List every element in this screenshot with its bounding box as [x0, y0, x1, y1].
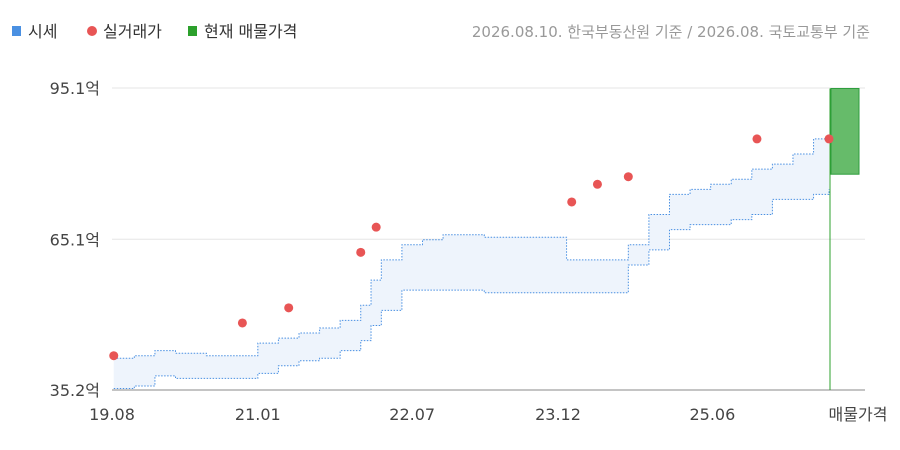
price-band-upper [113, 138, 829, 359]
y-tick-label-2: 95.1억 [50, 79, 100, 98]
legend-label-0: 시세 [28, 22, 57, 41]
legend-marker-2 [188, 26, 197, 36]
transaction-point-6[interactable] [592, 179, 602, 189]
transaction-point-4[interactable] [371, 222, 381, 232]
y-tick-label-1: 65.1억 [50, 230, 100, 249]
legend-marker-1 [87, 26, 97, 36]
legend-label-1: 실거래가 [103, 22, 162, 41]
transaction-point-0[interactable] [109, 351, 119, 361]
transaction-point-5[interactable] [567, 197, 577, 207]
transaction-point-3[interactable] [356, 247, 366, 257]
x-tick-label-4: 25.06 [689, 405, 735, 424]
x-tick-label-2: 22.07 [389, 405, 435, 424]
source-note: 2026.08.10. 한국부동산원 기준 / 2026.08. 국토교통부 기… [472, 23, 870, 41]
transaction-point-8[interactable] [752, 134, 762, 144]
x-tick-label-market: 매물가격 [829, 405, 888, 424]
transaction-point-2[interactable] [284, 303, 294, 313]
legend-marker-0 [12, 26, 21, 36]
transaction-point-1[interactable] [237, 318, 247, 328]
listing-price-bar[interactable] [830, 88, 860, 175]
y-tick-label-0: 35.2억 [50, 381, 100, 400]
x-tick-label-0: 19.08 [89, 405, 135, 424]
x-tick-label-1: 21.01 [235, 405, 281, 424]
transaction-point-9[interactable] [824, 134, 834, 144]
x-tick-label-3: 23.12 [535, 405, 581, 424]
transaction-point-7[interactable] [623, 172, 633, 182]
legend-label-2: 현재 매물가격 [204, 22, 297, 41]
price-band-area [113, 138, 830, 389]
